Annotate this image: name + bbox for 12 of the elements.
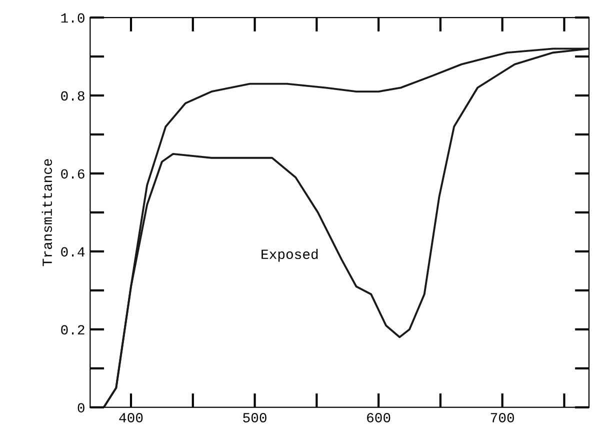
y-tick-label: 0.8 — [61, 91, 84, 101]
y-axis-title: Transmittance — [42, 159, 52, 266]
y-tick-label: 0.4 — [61, 247, 85, 257]
x-tick-label: 500 — [243, 412, 266, 422]
x-tick-label: 600 — [367, 412, 390, 422]
y-tick-label: 0.2 — [61, 325, 84, 335]
y-tick-label: 0 — [78, 403, 84, 413]
x-tick-label: 700 — [490, 412, 514, 422]
annotation: Exposed — [262, 248, 318, 262]
x-tick-label: 400 — [119, 412, 143, 422]
y-tick-label: 0.6 — [61, 169, 84, 179]
y-tick-label: 1.0 — [61, 13, 84, 23]
